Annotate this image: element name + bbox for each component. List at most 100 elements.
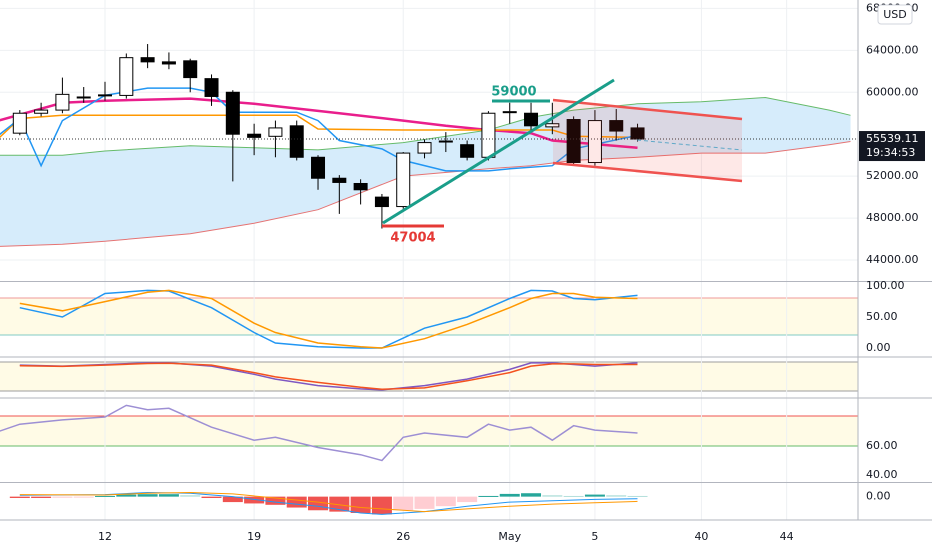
candle-body (140, 57, 155, 63)
histogram-bar (393, 496, 414, 511)
plot (0, 0, 858, 520)
y-tick-label: 50.00 (866, 310, 898, 323)
histogram-bar (9, 496, 30, 498)
candle-body (460, 144, 475, 158)
pane-backgrounds (0, 297, 858, 447)
histogram-bar (180, 495, 201, 497)
candle-body (247, 133, 262, 138)
histogram-bar (244, 496, 265, 504)
x-tick-label: May (498, 530, 521, 543)
histogram-bar (265, 496, 286, 505)
candle-body (630, 127, 645, 140)
histogram-bar (499, 493, 520, 497)
y-tick-label: 40.00 (866, 468, 898, 481)
candle-body (502, 111, 517, 114)
histogram-bar (52, 496, 73, 498)
histogram-bar (371, 496, 392, 515)
candle-body (587, 120, 602, 164)
projection (636, 139, 743, 151)
x-tick-label: 26 (396, 530, 410, 543)
candle-body (225, 91, 240, 135)
x-tick-label: 40 (694, 530, 708, 543)
indicator-line (0, 97, 638, 150)
candle-body (524, 112, 539, 127)
countdown: 19:34:53 (866, 146, 915, 159)
pane (19, 362, 638, 391)
histogram-bar (350, 496, 371, 513)
y-tick-label: 0.00 (866, 490, 891, 503)
y-tick-label: 0.00 (866, 341, 891, 354)
x-tick-label: 44 (780, 530, 794, 543)
indicator-line (19, 491, 638, 513)
candle-body (311, 156, 326, 179)
x-tick-label: 12 (98, 530, 112, 543)
channel-top (552, 98, 743, 121)
histogram-bar (73, 496, 94, 498)
histogram-bar (137, 494, 158, 497)
time-axis-bg (0, 520, 932, 550)
histogram-bar (606, 495, 627, 497)
histogram-bar (116, 494, 137, 497)
y-tick-label: 64000.00 (866, 43, 919, 56)
histogram-bar (222, 496, 243, 503)
candle-body (183, 60, 198, 79)
candle-body (332, 177, 347, 183)
histogram-bar (414, 496, 435, 509)
candle-body (34, 109, 49, 114)
candle-body (545, 123, 560, 128)
y-tick-label: 100.00 (866, 279, 905, 292)
histogram-bar (542, 495, 563, 497)
histogram-bar (457, 496, 478, 503)
candle-body (566, 119, 581, 164)
channel-bottom (552, 161, 743, 183)
histogram-bar (95, 495, 116, 497)
candle-body (12, 112, 27, 134)
candle-body (374, 196, 389, 208)
indicator-line (19, 289, 638, 349)
candle-body (55, 93, 70, 111)
candle-body (396, 152, 411, 208)
pane (9, 491, 648, 515)
pane (0, 7, 858, 261)
histogram-bar (329, 496, 350, 512)
x-tick-label: 19 (247, 530, 261, 543)
y-tick-label: 60000.00 (866, 85, 919, 98)
candle-body (119, 57, 134, 96)
candle-body (204, 78, 219, 97)
histogram-bar (31, 496, 52, 498)
indicator-line (0, 114, 638, 139)
candle-body (289, 125, 304, 158)
last-price: 55539.11 (866, 132, 919, 145)
indicator-line (19, 362, 638, 390)
candle-body (161, 61, 176, 65)
candle-body (268, 127, 283, 137)
indicator-line (0, 141, 851, 247)
histogram-bar (435, 496, 456, 507)
currency[interactable]: USD (883, 8, 907, 21)
band (0, 362, 858, 391)
candle-body (417, 142, 432, 154)
histogram-bar (478, 495, 499, 497)
currency-box[interactable] (877, 4, 913, 25)
high-label: 59000 (491, 85, 536, 100)
candle-body (98, 94, 113, 97)
candle-body (353, 182, 368, 191)
drawings: 59000 47004 (382, 78, 743, 246)
histogram-bar (563, 495, 584, 497)
indicator-line (19, 289, 638, 349)
x-tick-label: 5 (591, 530, 598, 543)
histogram-bar (286, 496, 307, 508)
y-tick-label: 60.00 (866, 439, 898, 452)
stoch-band (0, 298, 858, 335)
pane (19, 289, 638, 349)
candle-body (76, 96, 91, 99)
last-price-box (859, 131, 925, 162)
y-tick-label: 52000.00 (866, 169, 919, 182)
rsi-band (0, 416, 858, 446)
histogram-bar (158, 494, 179, 497)
y-tick-label: 48000.00 (866, 211, 919, 224)
